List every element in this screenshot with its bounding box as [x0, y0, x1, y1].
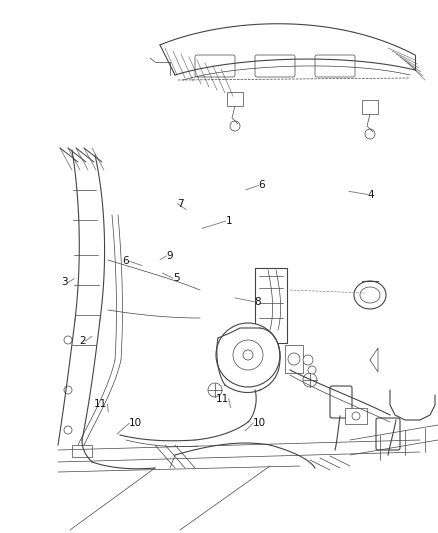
Circle shape: [230, 121, 240, 131]
Text: 9: 9: [166, 251, 173, 261]
Text: 10: 10: [129, 418, 142, 428]
Circle shape: [64, 386, 72, 394]
FancyBboxPatch shape: [255, 55, 295, 77]
Text: 8: 8: [254, 297, 261, 306]
FancyBboxPatch shape: [195, 55, 235, 77]
Text: 11: 11: [94, 399, 107, 409]
Text: 3: 3: [61, 278, 68, 287]
Text: 1: 1: [226, 216, 232, 226]
Bar: [362, 100, 378, 114]
Bar: [255, 268, 287, 343]
Bar: [345, 408, 367, 424]
Text: 6: 6: [123, 256, 129, 266]
Circle shape: [365, 129, 375, 139]
Circle shape: [64, 426, 72, 434]
Circle shape: [208, 383, 222, 397]
FancyBboxPatch shape: [376, 418, 400, 450]
Circle shape: [303, 355, 313, 365]
Circle shape: [308, 366, 316, 374]
Text: 2: 2: [79, 336, 85, 346]
Text: 5: 5: [173, 273, 180, 283]
Circle shape: [288, 353, 300, 365]
Text: 4: 4: [368, 190, 374, 199]
Circle shape: [243, 350, 253, 360]
Circle shape: [216, 323, 280, 387]
Circle shape: [303, 373, 317, 387]
Text: 7: 7: [177, 199, 184, 208]
Bar: [72, 445, 92, 457]
Circle shape: [64, 336, 72, 344]
Text: 10: 10: [253, 418, 266, 428]
Bar: [227, 92, 243, 106]
Text: 6: 6: [258, 181, 265, 190]
Circle shape: [352, 412, 360, 420]
Circle shape: [233, 340, 263, 370]
FancyBboxPatch shape: [315, 55, 355, 77]
Bar: [285, 345, 303, 373]
FancyBboxPatch shape: [330, 386, 352, 418]
Text: 11: 11: [215, 394, 229, 403]
